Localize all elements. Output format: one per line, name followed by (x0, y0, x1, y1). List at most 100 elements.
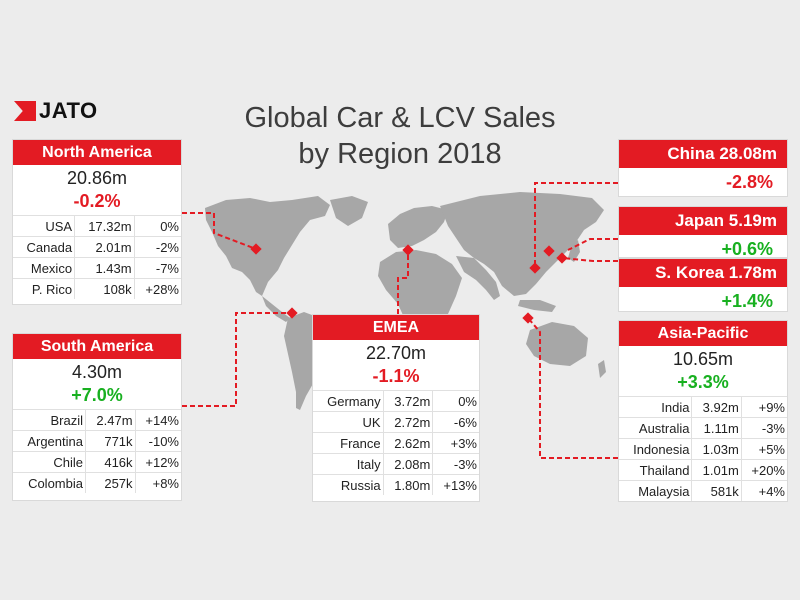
market-change: +13% (432, 474, 479, 495)
market-row: India 3.92m +9% (619, 396, 787, 418)
connector-emea (397, 250, 409, 314)
region-change: -2.8% (725, 172, 773, 192)
marker-china (529, 262, 541, 274)
market-name: Russia (313, 474, 384, 495)
market-sales: 257k (84, 472, 136, 493)
region-name: Asia-Pacific (619, 321, 787, 346)
market-row: UK 2.72m -6% (313, 411, 479, 433)
region-total: 22.70m (365, 343, 427, 363)
jato-logo-text: JATO (39, 98, 98, 123)
market-change: +20% (740, 459, 787, 481)
region-china: China 28.08m -2.8% (618, 139, 788, 197)
market-sales: 2.01m (74, 236, 135, 258)
southeast-asia-islands (518, 300, 556, 312)
marker-japan (543, 245, 555, 257)
market-table: USA 17.32m 0% Canada 2.01m -2% Mexico 1.43m -7% P… (13, 215, 181, 299)
market-sales: 771k (84, 430, 136, 452)
connector-north-america (182, 212, 257, 250)
market-change: +3% (432, 432, 479, 454)
region-total: 4.30m (71, 362, 123, 382)
market-change: 0% (133, 215, 181, 237)
region-total: 10.65m (672, 349, 734, 369)
market-change: +14% (134, 409, 181, 431)
region-south-america: South America 4.30m +7.0% Brazil 2.47m +14… (12, 333, 182, 501)
market-sales: 1.01m (691, 459, 742, 481)
region-change: +7.0% (71, 385, 123, 405)
market-row: Brazil 2.47m +14% (13, 409, 181, 431)
region-change: +3.3% (677, 372, 729, 392)
region-label: S. Korea 1.78m (619, 259, 787, 287)
region-name: South America (13, 334, 181, 359)
market-sales: 581k (691, 480, 742, 501)
region-name: EMEA (313, 315, 479, 340)
market-name: Germany (313, 390, 384, 412)
australia-landmass (526, 322, 588, 366)
market-name: Mexico (13, 257, 75, 279)
central-america-landmass (262, 296, 290, 322)
marker-asia-pacific (522, 312, 534, 324)
region-change: +1.4% (721, 291, 773, 311)
market-sales: 108k (74, 278, 135, 299)
market-name: Malaysia (619, 480, 692, 501)
region-total: 20.86m (66, 168, 128, 188)
connector-china (534, 182, 618, 268)
market-name: Indonesia (619, 438, 692, 460)
region-north-america: North America 20.86m -0.2% USA 17.32m 0% Ca… (12, 139, 182, 305)
market-name: P. Rico (13, 278, 75, 299)
marker-south-america (286, 307, 298, 319)
region-label: Japan 5.19m (619, 207, 787, 235)
greenland-landmass (330, 196, 368, 226)
connector-japan (567, 238, 618, 251)
market-sales: 2.62m (382, 432, 433, 454)
north-america-landmass (205, 196, 330, 296)
market-sales: 3.92m (691, 396, 742, 418)
market-sales: 1.03m (691, 438, 742, 460)
marker-emea (402, 244, 414, 256)
market-name: Italy (313, 453, 384, 475)
connector-lines (182, 182, 618, 459)
market-row: USA 17.32m 0% (13, 215, 181, 237)
market-row: Canada 2.01m -2% (13, 236, 181, 258)
market-row: Malaysia 581k +4% (619, 480, 787, 501)
market-sales: 1.43m (74, 257, 135, 279)
market-change: +28% (133, 278, 181, 299)
chart-title-line1: Global Car & LCV Sales (244, 102, 556, 134)
market-change: -10% (134, 430, 181, 452)
region-emea: EMEA 22.70m -1.1% Germany 3.72m 0% UK 2.72m -… (312, 314, 480, 502)
market-change: -6% (432, 411, 479, 433)
market-sales: 1.11m (691, 417, 742, 439)
region-change: -1.1% (372, 366, 420, 386)
jato-logo-icon (14, 101, 36, 121)
market-row: Chile 416k +12% (13, 451, 181, 473)
region-japan: Japan 5.19m +0.6% (618, 206, 788, 259)
market-row: Mexico 1.43m -7% (13, 257, 181, 279)
market-row: Italy 2.08m -3% (313, 453, 479, 475)
market-sales: 17.32m (74, 215, 135, 237)
market-name: India (619, 396, 692, 418)
market-name: Chile (13, 451, 86, 473)
market-change: -3% (740, 417, 787, 439)
region-change: +0.6% (721, 239, 773, 259)
market-sales: 416k (84, 451, 136, 473)
chart-title-line2: by Region 2018 (298, 138, 502, 170)
market-change: +12% (134, 451, 181, 473)
market-sales: 2.72m (382, 411, 433, 433)
connector-south-america (182, 312, 292, 407)
connector-south-korea (561, 257, 618, 262)
market-change: +5% (740, 438, 787, 460)
market-row: Germany 3.72m 0% (313, 390, 479, 412)
market-row: Russia 1.80m +13% (313, 474, 479, 495)
market-name: Thailand (619, 459, 692, 481)
market-name: Argentina (13, 430, 86, 452)
market-row: Australia 1.11m -3% (619, 417, 787, 439)
market-row: Indonesia 1.03m +5% (619, 438, 787, 460)
marker-north-america (250, 243, 262, 255)
market-name: Brazil (13, 409, 86, 431)
asia-landmass (440, 192, 604, 296)
arabia-india-landmass (456, 256, 500, 300)
market-row: Colombia 257k +8% (13, 472, 181, 493)
marker-south-korea (556, 252, 568, 264)
market-row: P. Rico 108k +28% (13, 278, 181, 299)
market-table: India 3.92m +9% Australia 1.11m -3% Indonesia 1… (619, 396, 787, 501)
